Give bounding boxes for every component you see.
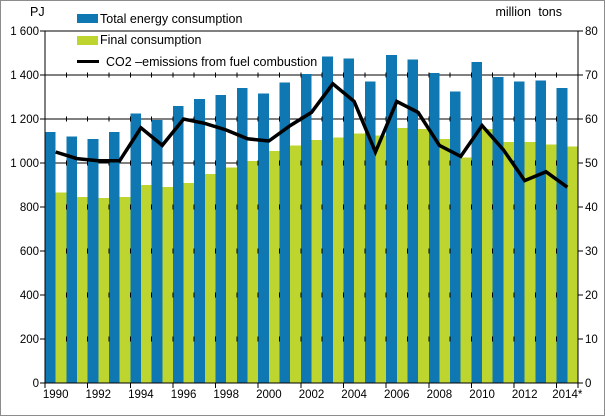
bar-final-1991 — [76, 197, 88, 383]
right-axis-tick-label: 60 — [585, 114, 598, 126]
left-axis-tick-label: 600 — [20, 246, 39, 258]
x-axis-tick-label-1998: 1998 — [213, 389, 239, 401]
right-axis-tick-label: 40 — [585, 202, 598, 214]
bar-final-2001 — [290, 145, 301, 383]
left-axis-tick-label: 1 200 — [10, 114, 39, 126]
bar-final-2011 — [503, 142, 515, 383]
x-axis-tick-label-1992: 1992 — [86, 389, 112, 401]
bar-final-1996 — [183, 182, 195, 383]
bar-total-1994 — [130, 113, 141, 383]
bar-final-2008 — [439, 138, 451, 383]
right-axis-tick-label: 10 — [585, 334, 598, 346]
bar-final-2003 — [332, 137, 344, 383]
right-axis-tick-label: 50 — [585, 158, 598, 170]
right-axis-tick-label: 0 — [585, 378, 591, 390]
x-axis-tick-label-1996: 1996 — [171, 389, 197, 401]
bar-total-1999 — [236, 88, 248, 383]
bar-total-2012 — [514, 81, 525, 383]
x-axis-tick-label-1994: 1994 — [128, 389, 154, 401]
bar-total-2011 — [492, 77, 504, 383]
bar-total-1990 — [45, 132, 56, 383]
x-axis-tick-label-2002: 2002 — [299, 389, 325, 401]
bar-final-1998 — [226, 167, 237, 383]
x-axis-tick-label-2012: 2012 — [512, 389, 538, 401]
bar-total-1993 — [108, 132, 120, 383]
bar-final-2005 — [375, 135, 387, 383]
bar-total-1997 — [194, 99, 205, 383]
legend-item-co2-emissions: CO2 –emissions from fuel combustion — [77, 51, 317, 73]
legend-swatch-final-consumption-icon — [77, 35, 98, 45]
bar-total-2013 — [535, 80, 547, 383]
left-axis-tick-label: 1 600 — [10, 26, 39, 38]
bar-total-2001 — [279, 82, 291, 383]
bar-final-1993 — [119, 197, 131, 383]
bar-total-2007 — [407, 59, 419, 383]
x-axis-tick-label-2008: 2008 — [427, 389, 453, 401]
bar-final-1994 — [140, 185, 152, 383]
left-axis-tick-label: 1 400 — [10, 70, 39, 82]
legend-label-co2-emissions: CO2 –emissions from fuel combustion — [106, 54, 318, 69]
left-axis-tick-label: 800 — [20, 202, 39, 214]
bar-total-2008 — [428, 72, 440, 384]
bar-total-1998 — [215, 94, 227, 384]
bar-final-1997 — [204, 174, 216, 383]
legend-swatch-co2-line-icon — [77, 60, 99, 64]
legend-swatch-total-energy-icon — [77, 14, 98, 24]
bar-total-2005 — [364, 81, 376, 383]
bar-total-2009 — [450, 91, 461, 383]
x-axis-tick-label-2004: 2004 — [341, 389, 367, 401]
bar-final-2010 — [482, 128, 493, 383]
right-axis-tick-label: 80 — [585, 26, 598, 38]
bar-final-1995 — [162, 187, 173, 383]
bar-final-2000 — [268, 150, 280, 383]
bar-final-1990 — [55, 192, 67, 383]
x-axis-tick-label-2014: 2014* — [552, 389, 583, 401]
legend-item-final-consumption: Final consumption — [77, 30, 317, 52]
bar-final-1992 — [98, 198, 109, 383]
bar-total-2000 — [258, 93, 269, 383]
legend-item-total-energy: Total energy consumption — [77, 8, 317, 30]
bar-total-2002 — [300, 73, 312, 384]
bar-total-2010 — [471, 61, 483, 384]
bar-final-2007 — [418, 128, 429, 383]
bar-final-1999 — [247, 160, 259, 383]
x-axis-tick-label-2000: 2000 — [256, 389, 282, 401]
co2-line — [55, 81, 569, 189]
bar-total-1995 — [151, 120, 163, 383]
bar-final-2012 — [524, 142, 536, 383]
bar-total-1992 — [87, 138, 99, 383]
bar-final-2014 — [567, 146, 578, 383]
x-axis-tick-label-1990: 1990 — [43, 389, 69, 401]
x-axis-tick-label-2010: 2010 — [469, 389, 495, 401]
left-axis-tick-label: 1 000 — [10, 158, 39, 170]
bar-total-2003 — [322, 56, 333, 384]
legend-label-final-consumption: Final consumption — [100, 33, 202, 48]
right-axis-tick-label: 20 — [585, 290, 598, 302]
legend-label-total-energy: Total energy consumption — [100, 11, 243, 26]
bar-final-2006 — [396, 127, 408, 383]
bar-total-2004 — [343, 58, 355, 383]
left-axis-unit-label: PJ — [30, 5, 45, 19]
left-axis-tick-label: 0 — [33, 378, 39, 390]
bar-total-2014 — [556, 88, 568, 383]
bar-final-2002 — [311, 139, 323, 383]
bar-total-1996 — [172, 105, 184, 384]
bar-final-2004 — [354, 133, 365, 383]
right-axis-tick-label: 30 — [585, 246, 598, 258]
bar-total-2006 — [386, 55, 397, 383]
x-axis-tick-label-2006: 2006 — [384, 389, 410, 401]
legend: Total energy consumption Final consumpti… — [77, 8, 317, 73]
bar-final-2013 — [546, 144, 557, 383]
left-axis-tick-label: 400 — [20, 290, 39, 302]
bar-total-1991 — [66, 136, 77, 383]
right-axis-unit-label: million tons — [495, 5, 562, 19]
left-axis-tick-label: 200 — [20, 334, 39, 346]
right-axis-tick-label: 70 — [585, 70, 598, 82]
bar-final-2009 — [460, 157, 472, 383]
